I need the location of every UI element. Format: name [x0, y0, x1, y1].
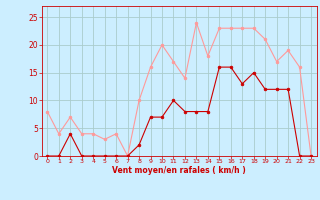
X-axis label: Vent moyen/en rafales ( km/h ): Vent moyen/en rafales ( km/h ) [112, 166, 246, 175]
